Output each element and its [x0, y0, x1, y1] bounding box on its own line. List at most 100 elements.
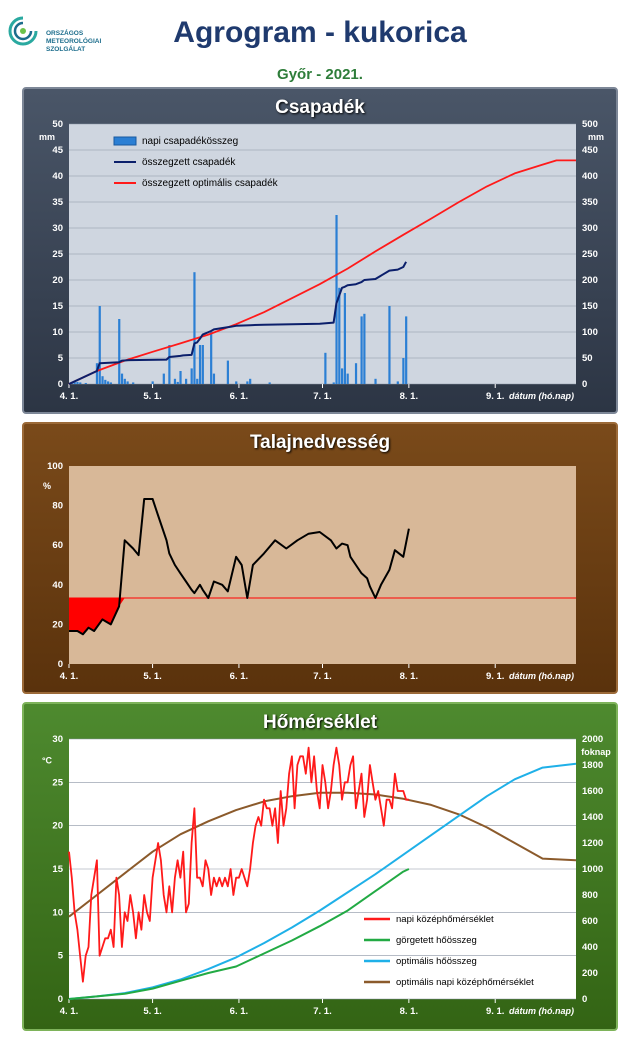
opt-heat-sum-line	[68, 762, 577, 1000]
precip-bar	[162, 373, 165, 384]
temperature-chart: 0 5 10 15 20 25 30 0 200 400 600 800 1000 1200 1400 160…	[42, 734, 611, 1017]
precip-bar	[235, 381, 238, 384]
x-tick-label: 7. 1.	[313, 1006, 332, 1017]
plot-area	[69, 466, 576, 664]
precip-bar	[388, 306, 391, 384]
precip-bar	[107, 381, 110, 384]
y-tick-label: 5	[58, 951, 64, 962]
x-tick-label: 5. 1.	[143, 1006, 162, 1017]
moisture-line	[69, 498, 410, 636]
precip-bar	[335, 215, 338, 384]
precip-bar	[151, 381, 154, 384]
x-axis-label: dátum (hó.nap)	[509, 391, 574, 401]
logo-line3: SZOLGÁLAT	[46, 46, 86, 53]
y2-tick-label: 1600	[582, 786, 603, 797]
y2-tick-label: 1400	[582, 812, 603, 823]
x-tick-label: 8. 1.	[400, 671, 419, 682]
precipitation-panel: 0 5 10 15 20 25 30 35 40 45 50 0 50 100 150 200 250 300 35…	[22, 87, 618, 414]
y2-tick-label: 300	[582, 223, 598, 234]
y-axis-unit: %	[43, 481, 51, 491]
precipitation-title: Csapadék	[275, 97, 365, 118]
y-tick-label: 10	[52, 327, 63, 338]
precip-bar	[179, 371, 182, 384]
precip-bar	[363, 313, 366, 384]
precip-bar	[201, 345, 204, 384]
precip-bar	[98, 306, 101, 384]
y-tick-label: 25	[52, 777, 63, 788]
daily-temp-line	[68, 746, 409, 983]
precip-bar	[268, 382, 271, 384]
x-tick-label: 8. 1.	[400, 1006, 419, 1017]
precip-bar	[79, 382, 82, 384]
precip-bar	[101, 376, 104, 384]
y2-tick-label: 150	[582, 301, 598, 312]
x-tick-label: 4. 1.	[60, 671, 79, 682]
precip-bar	[126, 381, 129, 384]
x-tick-label: 9. 1.	[486, 1006, 505, 1017]
y-tick-label: 15	[52, 301, 63, 312]
x-axis-label: dátum (hó.nap)	[509, 671, 574, 681]
x-tick-label: 5. 1.	[143, 391, 162, 402]
precip-bar	[173, 378, 177, 384]
opt-precip-line	[68, 159, 576, 385]
precip-bar	[185, 378, 188, 384]
y-tick-label: 30	[52, 734, 63, 745]
y-tick-label: 20	[52, 821, 63, 832]
y-tick-label: 20	[52, 275, 63, 286]
precip-bar	[341, 368, 344, 384]
y2-tick-label: 0	[582, 994, 587, 1005]
precip-bar	[193, 272, 196, 384]
precip-bar	[109, 382, 112, 384]
soil-moisture-title: Talajnedvesség	[249, 432, 391, 453]
precip-bar	[360, 316, 363, 384]
y2-tick-label: 1800	[582, 760, 603, 771]
y-tick-label: 100	[47, 461, 63, 472]
x-tick-label: 9. 1.	[486, 671, 505, 682]
omsz-swirl-logo-icon	[8, 16, 38, 46]
y-tick-label: 0	[58, 659, 63, 670]
y2-tick-label: 1200	[582, 838, 603, 849]
y2-tick-label: 100	[582, 327, 598, 338]
precip-bar	[210, 332, 213, 384]
y2-tick-label: 2000	[582, 734, 603, 745]
x-tick-label: 5. 1.	[143, 671, 162, 682]
y2-tick-label: 600	[582, 916, 598, 927]
logo-line2: METEOROLÓGIAI	[46, 38, 102, 45]
precip-bar	[73, 381, 76, 384]
page-title: Agrogram - kukorica	[173, 16, 467, 49]
soil-moisture-panel: 0 20 40 60 80 100 4. 1. 5. 1. 6. 1. 7. 1. 8. 1. 9. …	[22, 422, 618, 694]
x-tick-label: 7. 1.	[313, 391, 332, 402]
precip-bar	[405, 316, 408, 384]
precip-bar	[132, 382, 135, 384]
y-tick-label: 15	[52, 864, 63, 875]
x-tick-label: 4. 1.	[60, 1006, 79, 1017]
precip-bar	[104, 379, 107, 384]
precip-bar	[343, 293, 346, 384]
x-axis-label: dátum (hó.nap)	[509, 1006, 574, 1016]
y-tick-label: 5	[58, 353, 64, 364]
logo-line1: ORSZÁGOS	[46, 30, 84, 37]
precip-bar	[198, 345, 202, 384]
legend-label: görgetett hőösszeg	[396, 935, 477, 946]
y-tick-label: 0	[58, 379, 63, 390]
precip-bar	[123, 378, 126, 384]
precip-bar	[332, 382, 335, 384]
precip-bar	[246, 381, 249, 384]
y2-tick-label: 50	[582, 353, 593, 364]
y-axis-unit: °C	[42, 756, 53, 766]
y-axis-unit: mm	[39, 132, 55, 142]
y2-tick-label: 250	[582, 249, 598, 260]
legend-label: napi csapadékösszeg	[142, 136, 238, 147]
y2-tick-label: 0	[582, 379, 587, 390]
y2-tick-label: 400	[582, 171, 598, 182]
page-subtitle: Győr - 2021.	[277, 66, 363, 83]
precip-bar	[84, 382, 87, 384]
temperature-title: Hőmérséklet	[262, 712, 378, 733]
x-tick-label: 6. 1.	[230, 671, 249, 682]
y-tick-label: 60	[52, 540, 63, 551]
x-tick-label: 6. 1.	[230, 391, 249, 402]
sum-precip-line	[68, 261, 407, 385]
soil-moisture-chart: 0 20 40 60 80 100 4. 1. 5. 1. 6. 1. 7. 1. 8. 1. 9. …	[43, 461, 576, 682]
y2-tick-label: 500	[582, 119, 598, 130]
x-tick-label: 8. 1.	[400, 391, 419, 402]
